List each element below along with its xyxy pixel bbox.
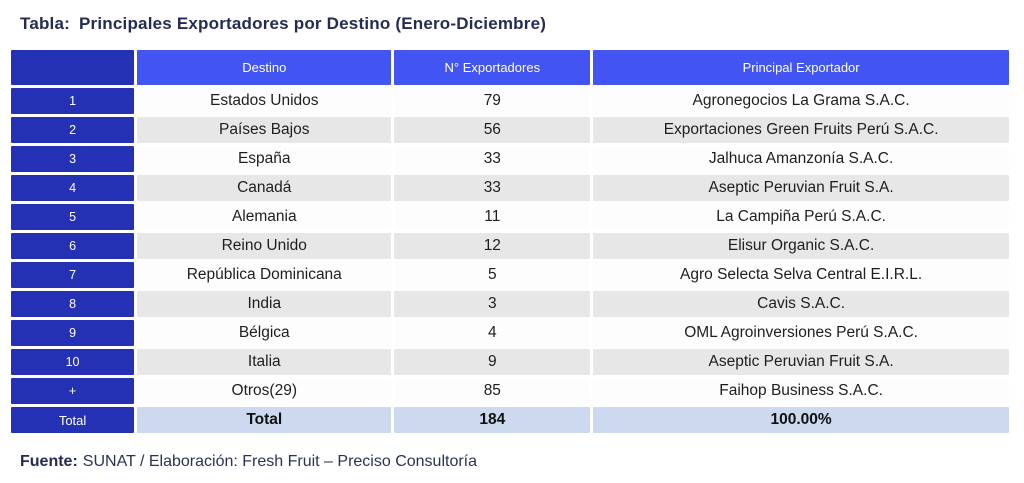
table-row: 10 Italia 9 Aseptic Peruvian Fruit S.A.: [11, 349, 1009, 375]
table-footer: Total Total 184 100.00%: [11, 407, 1009, 433]
destino-cell: Estados Unidos: [137, 88, 392, 114]
table-row: 4 Canadá 33 Aseptic Peruvian Fruit S.A.: [11, 175, 1009, 201]
exportadores-cell: 79: [394, 88, 591, 114]
exportadores-cell: 33: [394, 146, 591, 172]
destino-cell: Países Bajos: [137, 117, 392, 143]
total-principal-cell: 100.00%: [593, 407, 1009, 433]
rank-cell: 8: [11, 291, 135, 317]
rank-cell: 1: [11, 88, 135, 114]
header-exportadores: N° Exportadores: [394, 50, 591, 85]
header-corner-cell: [11, 50, 135, 85]
destino-cell: Alemania: [137, 204, 392, 230]
header-destino: Destino: [137, 50, 392, 85]
table-row: 3 España 33 Jalhuca Amanzonía S.A.C.: [11, 146, 1009, 172]
principal-cell: La Campiña Perú S.A.C.: [593, 204, 1009, 230]
source-text: SUNAT / Elaboración: Fresh Fruit – Preci…: [82, 453, 478, 470]
rank-cell: 10: [11, 349, 135, 375]
principal-cell: OML Agroinversiones Perú S.A.C.: [593, 320, 1009, 346]
total-exportadores-cell: 184: [394, 407, 591, 433]
principal-cell: Jalhuca Amanzonía S.A.C.: [593, 146, 1009, 172]
destino-cell: Otros(29): [137, 378, 392, 404]
title-prefix: Tabla:: [20, 14, 71, 33]
exportadores-cell: 33: [394, 175, 591, 201]
principal-cell: Aseptic Peruvian Fruit S.A.: [593, 175, 1009, 201]
exportadores-cell: 5: [394, 262, 591, 288]
header-row: Destino N° Exportadores Principal Export…: [11, 50, 1009, 85]
total-row: Total Total 184 100.00%: [11, 407, 1009, 433]
destino-cell: India: [137, 291, 392, 317]
rank-cell: 3: [11, 146, 135, 172]
rank-cell: 5: [11, 204, 135, 230]
principal-cell: Agro Selecta Selva Central E.I.R.L.: [593, 262, 1009, 288]
rank-cell: 9: [11, 320, 135, 346]
table-row: 1 Estados Unidos 79 Agronegocios La Gram…: [11, 88, 1009, 114]
table-row: 7 República Dominicana 5 Agro Selecta Se…: [11, 262, 1009, 288]
table-row: 5 Alemania 11 La Campiña Perú S.A.C.: [11, 204, 1009, 230]
table-row: + Otros(29) 85 Faihop Business S.A.C.: [11, 378, 1009, 404]
destino-cell: Italia: [137, 349, 392, 375]
table-header: Destino N° Exportadores Principal Export…: [11, 50, 1009, 85]
table-row: 8 India 3 Cavis S.A.C.: [11, 291, 1009, 317]
rank-cell: 6: [11, 233, 135, 259]
destino-cell: Bélgica: [137, 320, 392, 346]
total-rank-cell: Total: [11, 407, 135, 433]
source-line: Fuente: SUNAT / Elaboración: Fresh Fruit …: [20, 453, 1004, 471]
source-label: Fuente:: [20, 453, 78, 470]
table-row: 2 Países Bajos 56 Exportaciones Green Fr…: [11, 117, 1009, 143]
rank-cell: 4: [11, 175, 135, 201]
destino-cell: Canadá: [137, 175, 392, 201]
table-body: 1 Estados Unidos 79 Agronegocios La Gram…: [11, 88, 1009, 404]
exportadores-cell: 4: [394, 320, 591, 346]
rank-cell: +: [11, 378, 135, 404]
destino-cell: Reino Unido: [137, 233, 392, 259]
total-destino-cell: Total: [137, 407, 392, 433]
exportadores-cell: 11: [394, 204, 591, 230]
exporters-table: Destino N° Exportadores Principal Export…: [8, 47, 1012, 436]
principal-cell: Agronegocios La Grama S.A.C.: [593, 88, 1009, 114]
principal-cell: Exportaciones Green Fruits Perú S.A.C.: [593, 117, 1009, 143]
exportadores-cell: 9: [394, 349, 591, 375]
principal-cell: Elisur Organic S.A.C.: [593, 233, 1009, 259]
principal-cell: Faihop Business S.A.C.: [593, 378, 1009, 404]
exportadores-cell: 3: [394, 291, 591, 317]
exportadores-cell: 12: [394, 233, 591, 259]
rank-cell: 7: [11, 262, 135, 288]
title-text: Principales Exportadores por Destino (En…: [79, 14, 547, 33]
destino-cell: España: [137, 146, 392, 172]
exportadores-cell: 56: [394, 117, 591, 143]
table-row: 6 Reino Unido 12 Elisur Organic S.A.C.: [11, 233, 1009, 259]
principal-cell: Cavis S.A.C.: [593, 291, 1009, 317]
exportadores-cell: 85: [394, 378, 591, 404]
destino-cell: República Dominicana: [137, 262, 392, 288]
header-principal: Principal Exportador: [593, 50, 1009, 85]
table-row: 9 Bélgica 4 OML Agroinversiones Perú S.A…: [11, 320, 1009, 346]
rank-cell: 2: [11, 117, 135, 143]
principal-cell: Aseptic Peruvian Fruit S.A.: [593, 349, 1009, 375]
page-title: Tabla: Principales Exportadores por Desti…: [20, 14, 1004, 34]
